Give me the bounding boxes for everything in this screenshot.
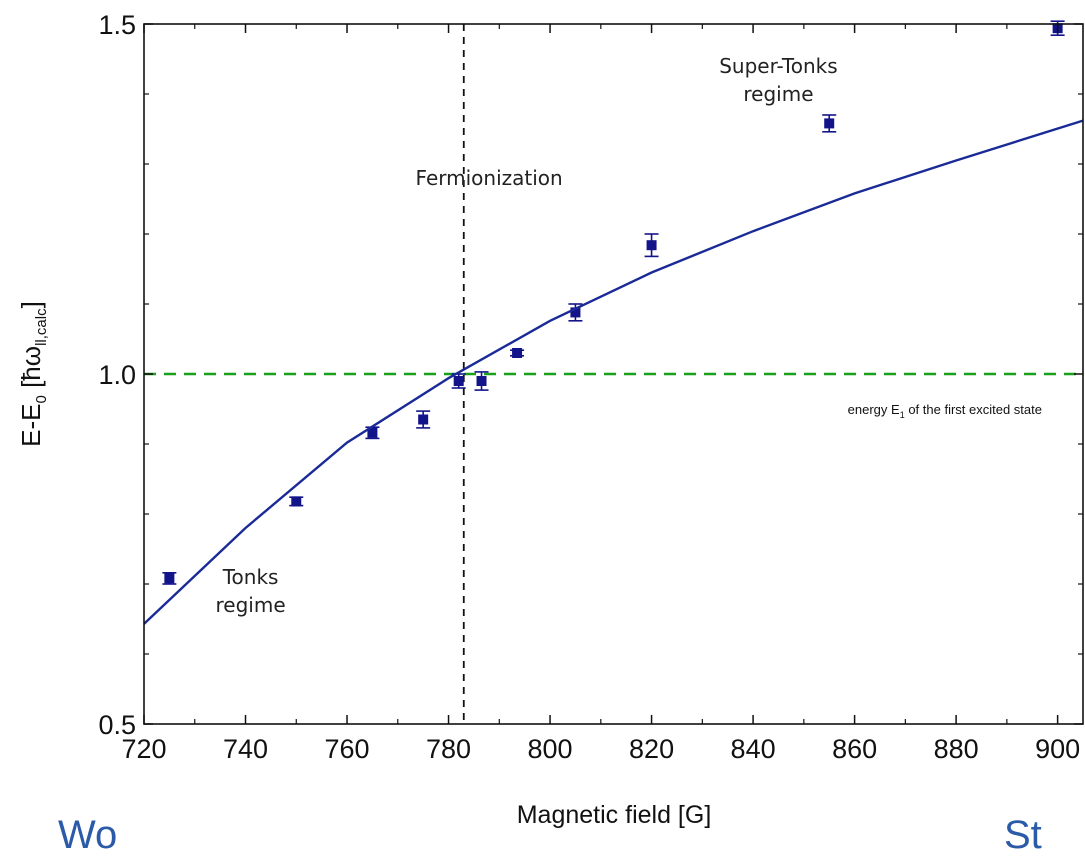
y-tick-label: 0.5 <box>98 710 136 740</box>
annotation-label: Super-Tonks <box>719 54 837 78</box>
y-tick-label: 1.0 <box>98 360 136 390</box>
annotation-label: Tonks <box>222 565 279 589</box>
point-marker <box>367 427 378 438</box>
data-point <box>510 348 525 358</box>
point-marker <box>164 573 175 584</box>
y-axis-title-main: E-E <box>16 403 46 446</box>
point-marker <box>646 240 657 251</box>
data-point <box>822 114 837 133</box>
x-tick-label: 720 <box>121 734 166 764</box>
x-axis: 720 740 760 780 800 820 840 860 880 900 <box>121 24 1080 764</box>
annotations: Super-Tonks regime Fermionization Tonks regi… <box>216 54 838 617</box>
y-axis: 0.5 1.0 1.5 <box>98 10 1083 740</box>
point-marker <box>291 496 302 507</box>
energy-label-after: of the first excited state <box>905 402 1042 417</box>
data-point <box>568 303 583 322</box>
annotation-label: Fermionization <box>416 166 563 190</box>
data-point <box>416 410 431 429</box>
data-point <box>451 373 466 389</box>
y-axis-title: E-E0 [ħωll,calc] <box>16 301 50 447</box>
y-tick-label: 1.5 <box>98 10 136 40</box>
point-marker <box>453 376 464 386</box>
point-marker <box>512 348 523 358</box>
point-marker <box>824 118 835 129</box>
energy-label-sub: 1 <box>900 410 905 420</box>
x-tick-label: 760 <box>324 734 369 764</box>
x-axis-title: Magnetic field [G] <box>517 801 712 829</box>
energy-label-before: energy E <box>848 402 900 417</box>
x-tick-label: 820 <box>629 734 674 764</box>
x-tick-label: 740 <box>223 734 268 764</box>
x-tick-label: 840 <box>731 734 776 764</box>
x-tick-label: 880 <box>934 734 979 764</box>
bottom-text-left: Wo <box>58 813 118 857</box>
x-tick-label: 860 <box>832 734 877 764</box>
x-tick-label: 800 <box>528 734 573 764</box>
y-axis-title-bracket-sub: ll,calc <box>33 308 50 346</box>
y-axis-title-bracket-open: [ħω <box>16 346 46 395</box>
plot-area <box>143 20 1084 724</box>
annotation-label: regime <box>216 593 286 617</box>
annotation-label: regime <box>743 82 813 106</box>
x-tick-label: 780 <box>426 734 471 764</box>
data-point <box>162 571 177 585</box>
point-marker <box>418 414 429 425</box>
point-marker <box>570 307 581 318</box>
energy-label: energy E1 of the first excited state <box>848 402 1042 420</box>
data-point <box>289 496 304 507</box>
y-axis-title-sub: 0 <box>33 395 50 403</box>
data-point <box>644 233 659 258</box>
point-marker <box>476 376 487 386</box>
y-axis-title-bracket-close: ] <box>16 301 46 308</box>
fit-curve-line <box>143 119 1084 625</box>
x-tick-label: 900 <box>1035 734 1080 764</box>
data-point <box>474 371 489 391</box>
bottom-text-right: St <box>1004 813 1042 857</box>
